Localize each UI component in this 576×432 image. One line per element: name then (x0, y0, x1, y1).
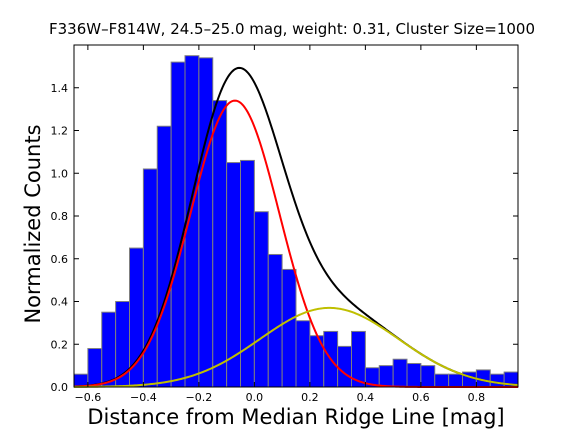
chart-title: F336W–F814W, 24.5–25.0 mag, weight: 0.31… (49, 20, 535, 38)
y-tick-label: 0.8 (51, 210, 69, 223)
histogram-bar (448, 373, 463, 388)
y-tick-label: 1.2 (51, 125, 69, 138)
x-tick-label: 0.4 (357, 391, 375, 404)
y-tick-label: 0.0 (51, 381, 69, 394)
histogram-bar (212, 100, 228, 388)
y-tick-label: 1.0 (51, 167, 69, 180)
component-fit-curve (73, 306, 519, 388)
histogram-bar (489, 373, 505, 388)
histogram-bar (170, 61, 186, 388)
y-axis-ticks: 0.0 0.2 0.4 0.6 0.8 1.0 1.2 1.4 (51, 82, 518, 394)
y-axis-label: Normalized Counts (21, 124, 45, 323)
histogram-bar (253, 211, 269, 388)
x-axis-ticks: −0.6 −0.4 −0.2 0.0 0.2 0.4 0.6 0.8 (75, 45, 486, 404)
histogram-bar (198, 57, 214, 388)
histogram-bar (406, 362, 422, 388)
x-tick-label: 0.8 (468, 391, 486, 404)
histogram-bar (156, 125, 172, 388)
y-tick-label: 0.4 (51, 296, 69, 309)
x-tick-label: −0.2 (186, 391, 213, 404)
histogram-bar (337, 345, 352, 388)
x-tick-label: 0.0 (246, 391, 264, 404)
histogram-bar (101, 311, 117, 388)
histogram-bar (392, 358, 408, 388)
x-tick-label: −0.6 (75, 391, 102, 404)
histogram-bar (240, 159, 255, 388)
histogram-bar (142, 168, 158, 388)
x-tick-label: 0.2 (301, 391, 319, 404)
histogram-bar (281, 268, 297, 388)
x-tick-label: −0.4 (130, 391, 157, 404)
histogram-bar (434, 373, 450, 388)
y-tick-label: 1.4 (51, 82, 69, 95)
histogram-bar (267, 253, 283, 388)
histogram-bar (420, 365, 436, 388)
x-tick-label: 0.6 (412, 391, 430, 404)
histogram-bar (87, 348, 103, 388)
histogram-bars (73, 55, 519, 388)
y-tick-label: 0.6 (51, 253, 69, 266)
y-tick-label: 0.2 (51, 338, 69, 351)
x-axis-label: Distance from Median Ridge Line [mag] (87, 405, 504, 429)
histogram-bar (295, 320, 311, 388)
histogram-bar (378, 365, 394, 388)
